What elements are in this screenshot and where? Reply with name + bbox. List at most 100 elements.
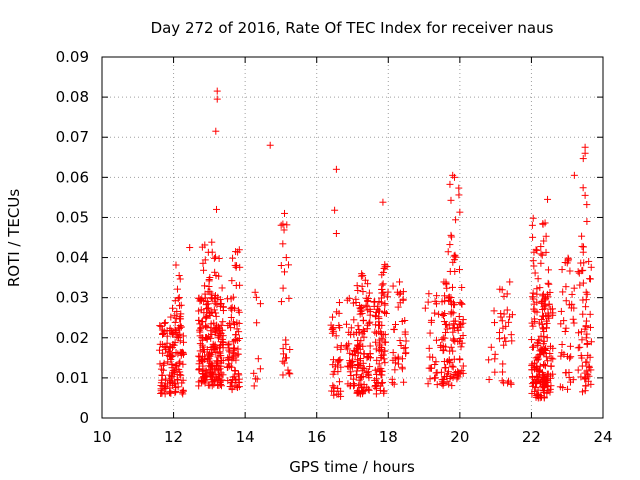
data-point xyxy=(362,302,370,310)
data-point xyxy=(229,254,237,262)
data-point xyxy=(442,278,450,286)
data-point xyxy=(163,332,171,340)
data-point xyxy=(197,325,205,333)
data-point xyxy=(202,367,210,375)
data-point xyxy=(279,371,287,379)
data-point xyxy=(560,317,568,325)
data-point xyxy=(448,362,456,370)
data-point xyxy=(208,238,216,246)
data-point xyxy=(431,374,439,382)
data-point xyxy=(378,285,386,293)
data-point xyxy=(400,378,408,386)
data-point xyxy=(251,288,259,296)
data-point xyxy=(541,380,549,388)
x-tick-label: 18 xyxy=(379,428,398,446)
data-point xyxy=(424,298,432,306)
data-point xyxy=(376,382,384,390)
data-point xyxy=(433,381,441,389)
data-point xyxy=(167,313,175,321)
data-point xyxy=(544,357,552,365)
data-point xyxy=(394,360,402,368)
data-point xyxy=(372,308,380,316)
data-point xyxy=(235,334,243,342)
data-point xyxy=(568,290,576,298)
data-point xyxy=(372,382,380,390)
data-point xyxy=(543,334,551,342)
data-point xyxy=(231,337,239,345)
data-point xyxy=(332,165,340,173)
data-point xyxy=(539,220,547,228)
data-point xyxy=(355,361,363,369)
tick-label-layer: 10 12 14 16 18 20 22 24 0 0.01 0.02 0.03 0.04 0.05 0.0… xyxy=(56,48,613,446)
data-point xyxy=(381,359,389,367)
data-point xyxy=(583,201,591,209)
data-point xyxy=(285,294,293,302)
data-point xyxy=(388,379,396,387)
data-point xyxy=(534,355,542,363)
data-point xyxy=(537,243,545,251)
data-point xyxy=(235,378,243,386)
data-point xyxy=(211,268,219,276)
data-point xyxy=(583,330,591,338)
data-point xyxy=(585,257,593,265)
data-point xyxy=(256,365,264,373)
data-point xyxy=(528,336,536,344)
data-point xyxy=(331,206,339,214)
data-point xyxy=(457,320,465,328)
data-point xyxy=(490,307,498,315)
data-point xyxy=(498,317,506,325)
data-point xyxy=(356,345,364,353)
data-point xyxy=(177,301,185,309)
data-point xyxy=(177,310,185,318)
data-point xyxy=(213,87,221,95)
data-point xyxy=(582,358,590,366)
data-point xyxy=(579,184,587,192)
data-point xyxy=(201,241,209,249)
data-point xyxy=(354,286,362,294)
data-point xyxy=(373,356,381,364)
data-point xyxy=(449,374,457,382)
data-point xyxy=(448,382,456,390)
data-point xyxy=(348,362,356,370)
data-point xyxy=(372,338,380,346)
data-point xyxy=(431,360,439,368)
data-point xyxy=(228,354,236,362)
plot-frame xyxy=(101,56,604,419)
data-point xyxy=(485,356,493,364)
data-point xyxy=(542,317,550,325)
data-point xyxy=(586,310,594,318)
data-point xyxy=(232,331,240,339)
data-point xyxy=(502,337,510,345)
data-point xyxy=(566,354,574,362)
data-point xyxy=(211,341,219,349)
data-point xyxy=(156,322,164,330)
data-point xyxy=(399,288,407,296)
data-point xyxy=(391,321,399,329)
data-point xyxy=(175,293,183,301)
data-point xyxy=(400,344,408,352)
data-point xyxy=(207,294,215,302)
data-point xyxy=(581,375,589,383)
data-point xyxy=(581,143,589,151)
data-point xyxy=(157,322,165,330)
data-point xyxy=(234,350,242,358)
data-point xyxy=(578,242,586,250)
data-point xyxy=(544,266,552,274)
data-point xyxy=(329,382,337,390)
data-point xyxy=(362,294,370,302)
data-point xyxy=(211,365,219,373)
data-point xyxy=(234,370,242,378)
x-tick-label: 10 xyxy=(92,428,111,446)
data-point xyxy=(546,342,554,350)
data-point xyxy=(160,359,168,367)
data-point xyxy=(491,355,499,363)
data-point xyxy=(347,324,355,332)
data-point xyxy=(285,369,293,377)
data-point xyxy=(398,363,406,371)
data-point xyxy=(210,254,218,262)
data-point xyxy=(250,369,258,377)
data-point xyxy=(583,217,591,225)
data-point xyxy=(159,330,167,338)
data-point xyxy=(433,292,441,300)
x-tick-label: 12 xyxy=(164,428,183,446)
